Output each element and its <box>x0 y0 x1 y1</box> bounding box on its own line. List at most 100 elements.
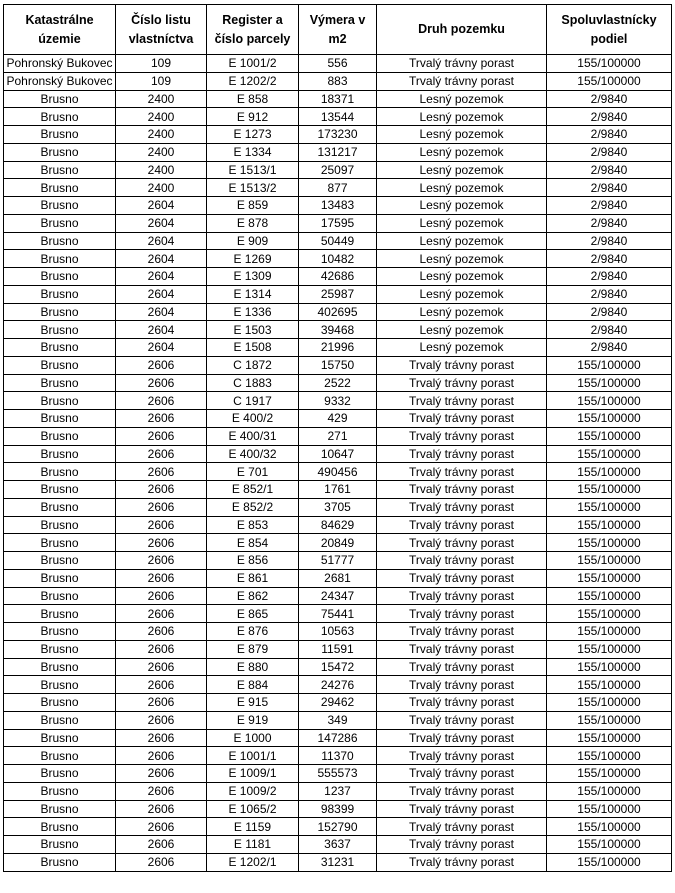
cell-land-type: Trvalý trávny porast <box>376 355 547 375</box>
cell-area-m2: 10647 <box>298 444 377 464</box>
table-row: Brusno 2606 E 701 490456 Trvalý trávny poras… <box>3 462 672 481</box>
cell-cadastral-area: Brusno <box>3 533 116 552</box>
cell-parcel-number: E 854 <box>206 533 299 552</box>
cell-land-type: Trvalý trávny porast <box>376 391 547 410</box>
cell-parcel-number: E 1202/1 <box>206 852 299 872</box>
table-row: Brusno 2606 E 854 20849 Trvalý trávny porast… <box>3 533 672 552</box>
cell-area-m2: 2522 <box>298 373 377 393</box>
header-area-m2: Výmera v m2 <box>298 4 377 55</box>
cell-parcel-number: E 852/2 <box>206 497 299 517</box>
cell-co-ownership-share: 2/9840 <box>546 231 672 251</box>
cell-ownership-sheet: 2400 <box>115 160 207 180</box>
cell-area-m2: 152790 <box>298 817 377 836</box>
cell-ownership-sheet: 2606 <box>115 462 207 481</box>
cell-land-type: Trvalý trávny porast <box>376 409 547 428</box>
cell-ownership-sheet: 2604 <box>115 284 207 304</box>
cell-land-type: Lesný pozemok <box>376 284 547 304</box>
cell-ownership-sheet: 2400 <box>115 178 207 197</box>
cell-parcel-number: E 856 <box>206 551 299 570</box>
cell-co-ownership-share: 2/9840 <box>546 249 672 268</box>
cell-area-m2: 24276 <box>298 675 377 694</box>
cell-area-m2: 490456 <box>298 462 377 481</box>
cell-co-ownership-share: 155/100000 <box>546 746 672 765</box>
cell-ownership-sheet: 2606 <box>115 622 207 641</box>
cell-parcel-number: E 858 <box>206 89 299 109</box>
cell-area-m2: 21996 <box>298 338 377 357</box>
cell-ownership-sheet: 2606 <box>115 693 207 712</box>
table-row: Brusno 2400 E 1513/1 25097 Lesný pozemok 2/98… <box>3 160 672 180</box>
table-row: Brusno 2604 E 909 50449 Lesný pozemok 2/9840 <box>3 231 672 251</box>
table-row: Pohronský Bukovec 109 E 1202/2 883 Trvalý tr… <box>3 71 672 91</box>
cell-area-m2: 173230 <box>298 125 377 144</box>
cell-co-ownership-share: 155/100000 <box>546 817 672 836</box>
cell-co-ownership-share: 155/100000 <box>546 586 672 606</box>
cell-co-ownership-share: 155/100000 <box>546 462 672 481</box>
header-parcel-number: Register a číslo parcely <box>206 4 299 55</box>
table-row: Brusno 2606 C 1917 9332 Trvalý trávny porast… <box>3 391 672 410</box>
cell-co-ownership-share: 155/100000 <box>546 551 672 570</box>
cell-land-type: Trvalý trávny porast <box>376 710 547 730</box>
cell-land-type: Trvalý trávny porast <box>376 568 547 588</box>
cell-cadastral-area: Brusno <box>3 462 116 481</box>
cell-land-type: Lesný pozemok <box>376 338 547 357</box>
cell-cadastral-area: Brusno <box>3 693 116 712</box>
table-row: Brusno 2606 E 852/1 1761 Trvalý trávny poras… <box>3 480 672 499</box>
cell-land-type: Lesný pozemok <box>376 142 547 162</box>
cell-parcel-number: E 1159 <box>206 817 299 836</box>
cell-area-m2: 75441 <box>298 604 377 623</box>
cell-land-type: Lesný pozemok <box>376 178 547 197</box>
table-row: Brusno 2604 E 1309 42686 Lesný pozemok 2/9840 <box>3 267 672 286</box>
cell-co-ownership-share: 2/9840 <box>546 284 672 304</box>
cell-cadastral-area: Brusno <box>3 852 116 872</box>
cell-area-m2: 31231 <box>298 852 377 872</box>
cell-ownership-sheet: 2606 <box>115 639 207 659</box>
cell-cadastral-area: Brusno <box>3 799 116 819</box>
cell-ownership-sheet: 2606 <box>115 835 207 854</box>
cell-ownership-sheet: 2400 <box>115 89 207 109</box>
cell-co-ownership-share: 155/100000 <box>546 409 672 428</box>
cell-cadastral-area: Brusno <box>3 835 116 854</box>
cell-area-m2: 11370 <box>298 746 377 765</box>
cell-land-type: Trvalý trávny porast <box>376 622 547 641</box>
cell-parcel-number: E 1009/2 <box>206 781 299 801</box>
cell-parcel-number: E 1513/1 <box>206 160 299 180</box>
cell-area-m2: 555573 <box>298 764 377 783</box>
cell-area-m2: 13544 <box>298 107 377 126</box>
cell-area-m2: 18371 <box>298 89 377 109</box>
table-row: Brusno 2400 E 1513/2 877 Lesný pozemok 2/9840 <box>3 178 672 197</box>
table-row: Brusno 2606 E 1009/1 555573 Trvalý trávny po… <box>3 764 672 783</box>
cell-parcel-number: E 880 <box>206 657 299 677</box>
cell-cadastral-area: Brusno <box>3 302 116 322</box>
cell-ownership-sheet: 2606 <box>115 764 207 783</box>
cell-cadastral-area: Brusno <box>3 764 116 783</box>
cell-co-ownership-share: 155/100000 <box>546 710 672 730</box>
cell-parcel-number: E 400/31 <box>206 426 299 446</box>
cell-parcel-number: E 862 <box>206 586 299 606</box>
cell-area-m2: 17595 <box>298 213 377 233</box>
cell-ownership-sheet: 2606 <box>115 391 207 410</box>
cell-area-m2: 429 <box>298 409 377 428</box>
cell-parcel-number: E 853 <box>206 515 299 535</box>
cell-parcel-number: E 919 <box>206 710 299 730</box>
header-ownership-sheet: Číslo listu vlastníctva <box>115 4 207 55</box>
cell-cadastral-area: Brusno <box>3 178 116 197</box>
cell-cadastral-area: Brusno <box>3 781 116 801</box>
cell-area-m2: 15472 <box>298 657 377 677</box>
header-land-type: Druh pozemku <box>376 4 547 55</box>
cell-cadastral-area: Pohronský Bukovec <box>3 71 116 91</box>
cell-land-type: Trvalý trávny porast <box>376 426 547 446</box>
cell-land-type: Trvalý trávny porast <box>376 604 547 623</box>
header-cadastral-area: Katastrálne územie <box>3 4 116 55</box>
cell-cadastral-area: Brusno <box>3 515 116 535</box>
cell-parcel-number: E 878 <box>206 213 299 233</box>
cell-ownership-sheet: 2604 <box>115 231 207 251</box>
header-line: Druh pozemku <box>418 22 505 36</box>
header-co-ownership-share: Spoluvlastnícky podiel <box>546 4 672 55</box>
table-row: Brusno 2606 E 1065/2 98399 Trvalý trávny por… <box>3 799 672 819</box>
cell-land-type: Trvalý trávny porast <box>376 728 547 748</box>
cell-land-type: Trvalý trávny porast <box>376 817 547 836</box>
cell-land-type: Lesný pozemok <box>376 213 547 233</box>
cell-parcel-number: E 1269 <box>206 249 299 268</box>
cell-ownership-sheet: 2604 <box>115 302 207 322</box>
cell-cadastral-area: Brusno <box>3 338 116 357</box>
